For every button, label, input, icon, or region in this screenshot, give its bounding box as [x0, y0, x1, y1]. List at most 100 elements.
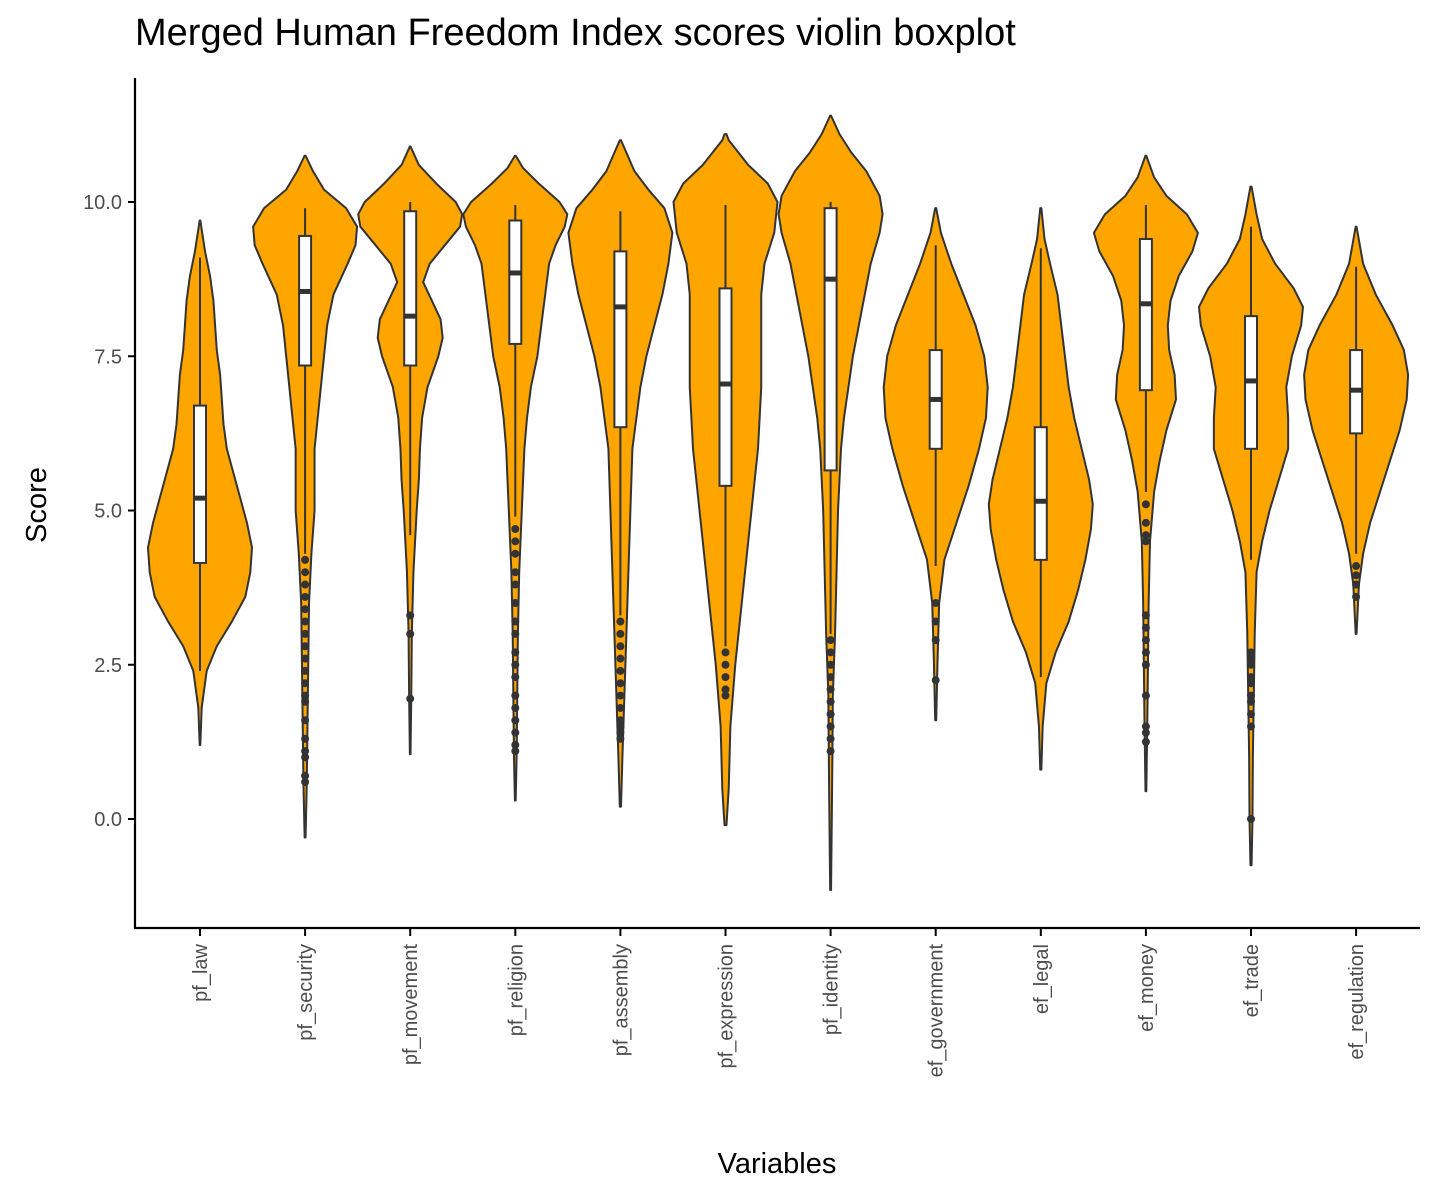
- outlier-point: [406, 629, 415, 638]
- x-tick-label: ef_government: [926, 944, 948, 1078]
- violin-group-pf-security: [252, 154, 359, 839]
- outlier-point: [826, 734, 835, 743]
- outlier-point: [1141, 722, 1150, 731]
- outlier-point: [301, 716, 310, 725]
- outlier-point: [826, 648, 835, 657]
- box: [613, 250, 628, 429]
- outlier-point: [1141, 728, 1150, 737]
- box: [193, 404, 207, 564]
- outlier-point: [721, 673, 730, 682]
- outlier-point: [511, 568, 520, 577]
- x-tick-label: pf_movement: [400, 944, 422, 1066]
- x-axis-title: Variables: [718, 1148, 837, 1180]
- outlier-point: [511, 740, 520, 749]
- outlier-point: [721, 648, 730, 657]
- outlier-point: [1141, 537, 1150, 546]
- outlier-point: [511, 747, 520, 756]
- outlier-point: [301, 568, 310, 577]
- outlier-point: [301, 697, 310, 706]
- box: [823, 207, 838, 472]
- outlier-point: [301, 642, 310, 651]
- outlier-point: [301, 679, 310, 688]
- outlier-point: [406, 694, 415, 703]
- outlier-point: [511, 537, 520, 546]
- outlier-point: [616, 666, 625, 675]
- outlier-point: [1247, 660, 1255, 669]
- x-tick-label: ef_regulation: [1346, 944, 1368, 1060]
- outlier-point: [616, 679, 625, 688]
- x-tick-label: pf_identity: [821, 944, 843, 1035]
- outlier-point: [1352, 562, 1361, 571]
- violin-group-pf-identity: [777, 114, 884, 891]
- outlier-point: [826, 697, 835, 706]
- outlier-point: [511, 549, 520, 558]
- outlier-point: [826, 685, 835, 694]
- outlier-point: [1247, 691, 1255, 700]
- outlier-point: [616, 642, 625, 651]
- outlier-point: [1352, 592, 1361, 601]
- outlier-point: [931, 636, 940, 645]
- y-tick-label: 10.0: [83, 192, 122, 214]
- outlier-point: [511, 599, 520, 608]
- box: [1033, 426, 1048, 561]
- outlier-point: [931, 599, 940, 608]
- outlier-point: [511, 660, 520, 669]
- outlier-point: [301, 691, 310, 700]
- outlier-point: [1141, 636, 1150, 645]
- outlier-point: [1141, 531, 1150, 540]
- outlier-point: [826, 636, 835, 645]
- outlier-point: [826, 722, 835, 731]
- outlier-point: [301, 777, 310, 786]
- y-tick-label: 5.0: [94, 501, 122, 523]
- outlier-point: [301, 629, 310, 638]
- outlier-point: [301, 605, 310, 614]
- outlier-point: [931, 676, 940, 685]
- outlier-point: [1247, 697, 1255, 706]
- y-tick-label: 2.5: [94, 655, 122, 677]
- chart-title: Merged Human Freedom Index scores violin…: [135, 12, 1016, 54]
- outlier-point: [301, 555, 310, 564]
- outlier-point: [721, 691, 730, 700]
- axes-layer: [133, 78, 1420, 930]
- outlier-point: [1141, 500, 1150, 509]
- outlier-point: [616, 654, 625, 663]
- outlier-point: [511, 648, 520, 657]
- outlier-point: [616, 734, 625, 743]
- outlier-point: [826, 710, 835, 719]
- outlier-point: [1247, 815, 1255, 823]
- y-tick-label: 7.5: [94, 346, 122, 368]
- outlier-point: [1247, 710, 1255, 719]
- outlier-point: [1141, 648, 1150, 657]
- x-tick-label: ef_money: [1136, 944, 1158, 1032]
- x-tick-label: pf_expression: [716, 944, 738, 1069]
- outlier-point: [301, 734, 310, 743]
- box: [508, 219, 523, 345]
- outlier-point: [1247, 648, 1255, 657]
- outlier-point: [931, 617, 940, 626]
- outlier-point: [301, 747, 310, 756]
- x-tick-label: pf_law: [190, 943, 212, 1001]
- outlier-point: [301, 753, 310, 762]
- outlier-point: [616, 629, 625, 638]
- outlier-point: [406, 611, 415, 620]
- outlier-point: [511, 716, 520, 725]
- outlier-point: [826, 660, 835, 669]
- outlier-point: [511, 580, 520, 589]
- outlier-point: [826, 673, 835, 682]
- outlier-point: [616, 722, 625, 731]
- outlier-point: [511, 728, 520, 737]
- x-tick-label: ef_legal: [1031, 944, 1053, 1014]
- y-tick-label: 0.0: [94, 809, 122, 831]
- y-ticks: 0.0 2.5 5.0 7.5 10.0: [83, 192, 135, 831]
- outlier-point: [1247, 654, 1255, 663]
- outlier-point: [301, 771, 310, 780]
- outlier-point: [616, 691, 625, 700]
- outlier-point: [301, 654, 310, 663]
- outlier-point: [1141, 623, 1150, 632]
- y-axis-title: Score: [21, 467, 53, 543]
- box: [298, 234, 313, 367]
- x-tick-label: pf_assembly: [610, 944, 632, 1056]
- x-tick-label: ef_trade: [1241, 944, 1263, 1017]
- violin-group-pf-law: [147, 219, 253, 746]
